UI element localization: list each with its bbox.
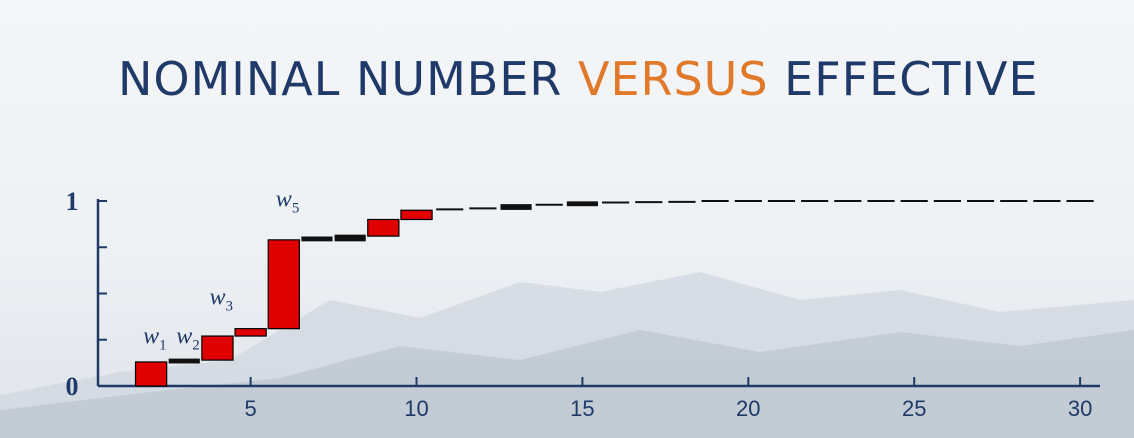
title-part-accent: VERSUS: [577, 52, 769, 106]
x-tick-label: 25: [902, 396, 926, 421]
step-box: [201, 335, 234, 361]
step-box: [301, 236, 333, 242]
weight-label: w1: [143, 323, 167, 353]
x-tick-label: 30: [1068, 396, 1092, 421]
step-box: [500, 204, 532, 210]
plot-area: w1 w2 w3 w5: [134, 187, 1094, 387]
weight-label: w2: [176, 323, 200, 353]
axes: 015 10 15 20 25 30: [66, 187, 1100, 421]
x-tick-label: 15: [570, 396, 594, 421]
title-part-1: NOMINAL NUMBER: [118, 52, 578, 106]
step-box: [400, 209, 433, 221]
step-box: [267, 239, 300, 330]
x-tick-label: 10: [404, 396, 428, 421]
step-box: [334, 234, 366, 242]
step-box: [566, 201, 598, 207]
title-part-3: EFFECTIVE: [768, 52, 1039, 106]
x-tick-label: 5: [244, 396, 256, 421]
y-tick-label: 0: [66, 372, 79, 401]
step-box: [134, 361, 168, 387]
slide-title: NOMINAL NUMBER VERSUS EFFECTIVE: [118, 52, 1039, 106]
x-tick-label: 20: [736, 396, 760, 421]
step-box: [367, 218, 400, 237]
step-box: [168, 358, 200, 364]
step-box: [234, 328, 267, 337]
weight-label: w3: [209, 285, 233, 315]
y-tick-label: 1: [66, 187, 79, 216]
weight-label: w5: [276, 187, 300, 217]
mountain-background: [0, 272, 1134, 438]
